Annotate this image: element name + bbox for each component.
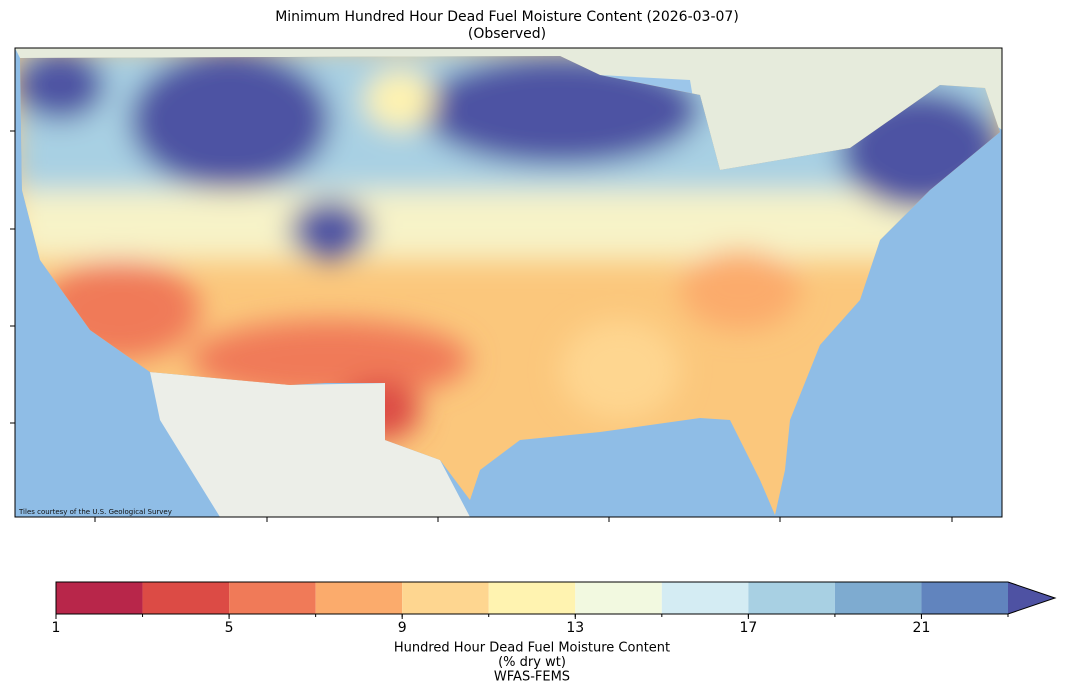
map: Tiles courtesy of the U.S. Geological Su… <box>15 48 1002 517</box>
colorbar-outline <box>55 581 1057 615</box>
title: Minimum Hundred Hour Dead Fuel Moisture … <box>275 9 739 25</box>
colorbar-tick-label: 1 <box>52 620 61 636</box>
colorbar: 1 5 9 13 17 21 Hundred Hour Dead Fuel Moisture… <box>52 581 1057 685</box>
colorbar-cell <box>315 582 403 614</box>
colorbar-tick-label: 13 <box>566 620 584 636</box>
colorbar-cell <box>488 582 576 614</box>
colorbar-cell <box>229 582 316 614</box>
colorbar-label: Hundred Hour Dead Fuel Moisture Content <box>394 641 670 656</box>
colorbar-cell <box>834 582 922 614</box>
colorbar-label: (% dry wt) <box>498 655 566 670</box>
colorbar-cell <box>921 582 1008 614</box>
colorbar-cell <box>402 582 489 614</box>
attribution: Tiles courtesy of the U.S. Geological Su… <box>18 508 172 516</box>
colorbar-cell <box>56 582 143 614</box>
colorbar-tick-label: 17 <box>739 620 757 636</box>
colorbar-tick-label: 5 <box>225 620 234 636</box>
colorbar-cell <box>142 582 230 614</box>
colorbar-cell <box>575 582 662 614</box>
colorbar-extend <box>1008 582 1055 614</box>
colorbar-tick-label: 21 <box>913 620 931 636</box>
axis-ticks <box>10 130 953 522</box>
colorbar-cell <box>661 582 749 614</box>
colorbar-label: WFAS-FEMS <box>494 670 570 685</box>
map-frame <box>14 47 1003 518</box>
colorbar-tick-label: 9 <box>398 620 407 636</box>
colorbar-cell <box>748 582 835 614</box>
subtitle: (Observed) <box>468 26 546 42</box>
